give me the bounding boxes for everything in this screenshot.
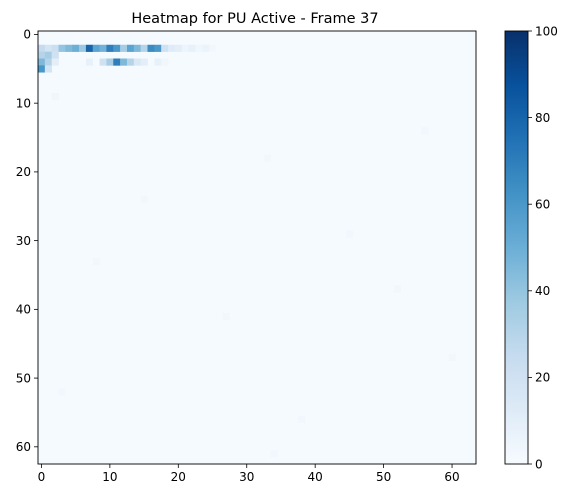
heatmap-cell: [126, 44, 135, 52]
heatmap-cell: [79, 44, 87, 52]
heatmap-cell: [161, 44, 169, 52]
heatmap-cell: [44, 44, 52, 52]
heatmap-cell: [38, 44, 46, 52]
heatmap-cell: [393, 285, 402, 293]
y-tick-label: 0: [23, 28, 31, 42]
colorbar-tick-label: 40: [535, 284, 550, 298]
heatmap-cell: [195, 44, 203, 52]
colorbar-tick-label: 20: [535, 371, 550, 385]
heatmap-cell: [140, 44, 148, 52]
heatmap-cell: [147, 44, 155, 52]
heatmap-cell: [106, 58, 114, 66]
colorbar-ticks: 0 20 40 60 80 100: [528, 24, 558, 471]
x-tick-label: 50: [376, 470, 391, 484]
heatmap-cell: [92, 257, 100, 265]
x-tick-label: 60: [444, 470, 459, 484]
colorbar-frame: [504, 30, 529, 465]
heatmap-cell: [202, 44, 210, 52]
heatmap-cell: [38, 65, 46, 73]
heatmap-cell: [38, 58, 46, 66]
heatmap-cell: [58, 388, 66, 396]
heatmap-cell: [209, 44, 217, 52]
heatmap-cell: [154, 58, 162, 66]
y-tick-label: 30: [16, 234, 31, 248]
heatmap-cell: [161, 58, 169, 66]
heatmap-cell: [44, 51, 52, 59]
heatmap-cell: [126, 58, 135, 66]
heatmap-cell: [51, 44, 59, 52]
heatmap-cell: [270, 450, 278, 458]
heatmap-cell: [154, 44, 162, 52]
heatmap-background: [38, 31, 476, 464]
x-tick-label: 30: [239, 470, 254, 484]
heatmap-cell: [188, 44, 196, 52]
colorbar-tick-label: 100: [535, 24, 558, 38]
y-tick-label: 40: [16, 303, 31, 317]
heatmap-cell: [133, 44, 141, 52]
heatmap-cell: [113, 58, 121, 66]
heatmap-cell: [263, 154, 271, 162]
y-tick-label: 60: [16, 440, 31, 454]
heatmap-cell: [113, 44, 121, 52]
y-axis: 0 10 20 30 40 50 60: [16, 28, 38, 454]
heatmap-cell: [140, 58, 148, 66]
colorbar-tick-label: 0: [535, 457, 543, 471]
heatmap-cell: [345, 230, 354, 238]
heatmap-cell: [99, 44, 107, 52]
x-tick-label: 40: [308, 470, 323, 484]
chart-title: Heatmap for PU Active - Frame 37: [131, 11, 378, 27]
y-tick-label: 50: [16, 371, 31, 385]
x-axis: 0 10 20 30 40 50 60: [38, 464, 460, 484]
heatmap-cell: [120, 44, 128, 52]
heatmap-cell: [99, 58, 107, 66]
heatmap-cell: [133, 58, 141, 66]
heatmap-cell: [85, 44, 94, 52]
heatmap-cell: [72, 44, 80, 52]
plot-frame: [37, 30, 477, 465]
x-tick-label: 10: [102, 470, 117, 484]
heatmap-cell: [51, 51, 59, 59]
heatmap-cell: [298, 415, 306, 424]
heatmap-cell: [44, 65, 52, 73]
colorbar-tick-label: 80: [535, 111, 550, 125]
y-tick-label: 20: [16, 165, 31, 179]
heatmap-cell: [140, 195, 148, 204]
heatmap-cell: [168, 44, 176, 52]
colorbar: [505, 31, 528, 464]
heatmap-cells: [38, 31, 476, 464]
x-tick-label: 0: [38, 470, 46, 484]
heatmap-cell: [65, 44, 73, 52]
colorbar-tick-label: 60: [535, 198, 550, 212]
heatmap-cell: [174, 44, 183, 52]
heatmap-cell: [51, 92, 59, 101]
heatmap-cell: [181, 44, 189, 52]
heatmap-cell: [85, 58, 94, 66]
x-tick-label: 20: [171, 470, 186, 484]
heatmap-cell: [51, 58, 59, 66]
heatmap-cell: [58, 44, 66, 52]
heatmap-cell: [421, 127, 429, 135]
heatmap-cell: [448, 354, 456, 362]
heatmap-cell: [120, 58, 128, 66]
y-tick-label: 10: [16, 96, 31, 110]
heatmap-cell: [106, 44, 114, 52]
heatmap-cell: [222, 312, 230, 320]
heatmap-cell: [44, 58, 52, 66]
heatmap-cell: [92, 44, 100, 52]
heatmap-cell: [38, 51, 46, 59]
